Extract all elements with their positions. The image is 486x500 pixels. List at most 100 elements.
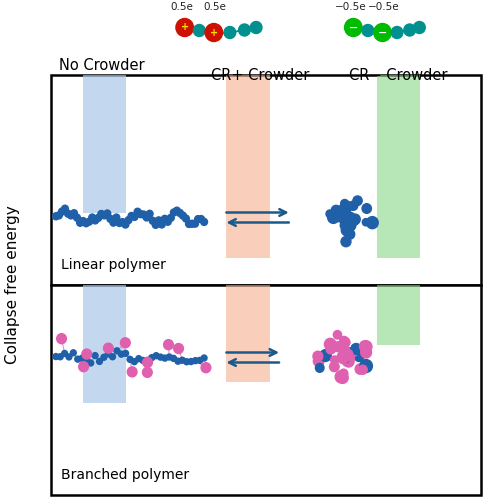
Circle shape — [171, 209, 177, 216]
Circle shape — [66, 354, 72, 360]
Circle shape — [58, 208, 65, 215]
Circle shape — [342, 347, 350, 356]
Circle shape — [171, 356, 176, 362]
Circle shape — [374, 24, 391, 42]
Circle shape — [345, 18, 362, 36]
Circle shape — [340, 336, 348, 345]
Circle shape — [77, 220, 84, 226]
Circle shape — [97, 358, 103, 364]
Circle shape — [335, 371, 347, 383]
Circle shape — [360, 360, 372, 372]
Text: CR+ Crowder: CR+ Crowder — [211, 68, 309, 82]
Circle shape — [104, 210, 111, 217]
Circle shape — [343, 356, 354, 367]
Circle shape — [161, 216, 168, 222]
Circle shape — [75, 356, 81, 362]
Circle shape — [119, 351, 124, 357]
Text: −0.5e: −0.5e — [335, 2, 367, 12]
Circle shape — [168, 214, 174, 222]
Circle shape — [113, 214, 120, 221]
Circle shape — [176, 210, 183, 216]
Circle shape — [143, 358, 153, 368]
Bar — [83, 75, 126, 212]
Circle shape — [197, 358, 203, 364]
Bar — [51, 75, 481, 285]
Circle shape — [131, 358, 137, 364]
Circle shape — [123, 350, 129, 356]
Circle shape — [358, 365, 367, 374]
Bar — [377, 75, 420, 258]
Circle shape — [320, 350, 331, 362]
Circle shape — [110, 354, 116, 360]
Circle shape — [101, 354, 107, 360]
Circle shape — [333, 342, 343, 351]
Circle shape — [74, 214, 81, 222]
Circle shape — [340, 201, 351, 212]
Circle shape — [149, 218, 156, 224]
Circle shape — [156, 217, 162, 224]
Circle shape — [65, 210, 71, 217]
Circle shape — [361, 347, 371, 358]
Text: 0.5e: 0.5e — [204, 2, 227, 12]
Circle shape — [86, 218, 92, 225]
Circle shape — [224, 26, 236, 38]
Circle shape — [337, 372, 348, 384]
Circle shape — [89, 214, 96, 221]
Text: −0.5e: −0.5e — [368, 2, 400, 12]
Circle shape — [193, 24, 205, 36]
Circle shape — [143, 214, 150, 221]
Circle shape — [105, 351, 111, 357]
Circle shape — [79, 362, 88, 372]
Circle shape — [341, 349, 353, 361]
Text: 0.5e: 0.5e — [171, 2, 194, 12]
Circle shape — [354, 352, 364, 362]
Bar — [51, 285, 481, 495]
Circle shape — [174, 344, 183, 353]
Text: +: + — [210, 28, 218, 38]
Circle shape — [114, 348, 120, 354]
Circle shape — [183, 215, 190, 222]
Circle shape — [349, 201, 358, 210]
Bar — [226, 75, 270, 258]
Circle shape — [341, 350, 351, 360]
Circle shape — [344, 202, 352, 211]
Circle shape — [201, 355, 207, 361]
Circle shape — [142, 368, 152, 378]
Circle shape — [360, 340, 370, 352]
Circle shape — [346, 354, 354, 362]
Circle shape — [136, 356, 141, 362]
Text: −: − — [378, 28, 387, 38]
Circle shape — [152, 222, 159, 228]
Circle shape — [158, 221, 165, 228]
Circle shape — [92, 352, 98, 358]
Circle shape — [340, 354, 347, 360]
Text: −: − — [348, 22, 358, 32]
Circle shape — [134, 208, 141, 216]
Circle shape — [330, 356, 339, 364]
Circle shape — [341, 352, 351, 364]
Circle shape — [179, 357, 185, 363]
Text: Collapse free energy: Collapse free energy — [5, 206, 19, 364]
Text: Branched polymer: Branched polymer — [61, 468, 189, 482]
Circle shape — [341, 236, 351, 246]
Circle shape — [184, 358, 190, 364]
Circle shape — [341, 348, 351, 359]
Circle shape — [366, 216, 378, 228]
Circle shape — [191, 220, 198, 227]
Circle shape — [127, 367, 137, 377]
Circle shape — [146, 210, 153, 218]
Bar — [377, 285, 420, 345]
Circle shape — [116, 220, 123, 226]
Circle shape — [339, 348, 351, 361]
Circle shape — [189, 220, 195, 227]
Circle shape — [344, 348, 353, 358]
Circle shape — [353, 196, 362, 205]
Circle shape — [331, 206, 341, 216]
Circle shape — [362, 24, 374, 36]
Circle shape — [361, 341, 372, 352]
Text: +: + — [181, 22, 189, 32]
Circle shape — [122, 221, 129, 228]
Circle shape — [326, 210, 333, 218]
Circle shape — [355, 364, 365, 374]
Circle shape — [68, 212, 74, 219]
